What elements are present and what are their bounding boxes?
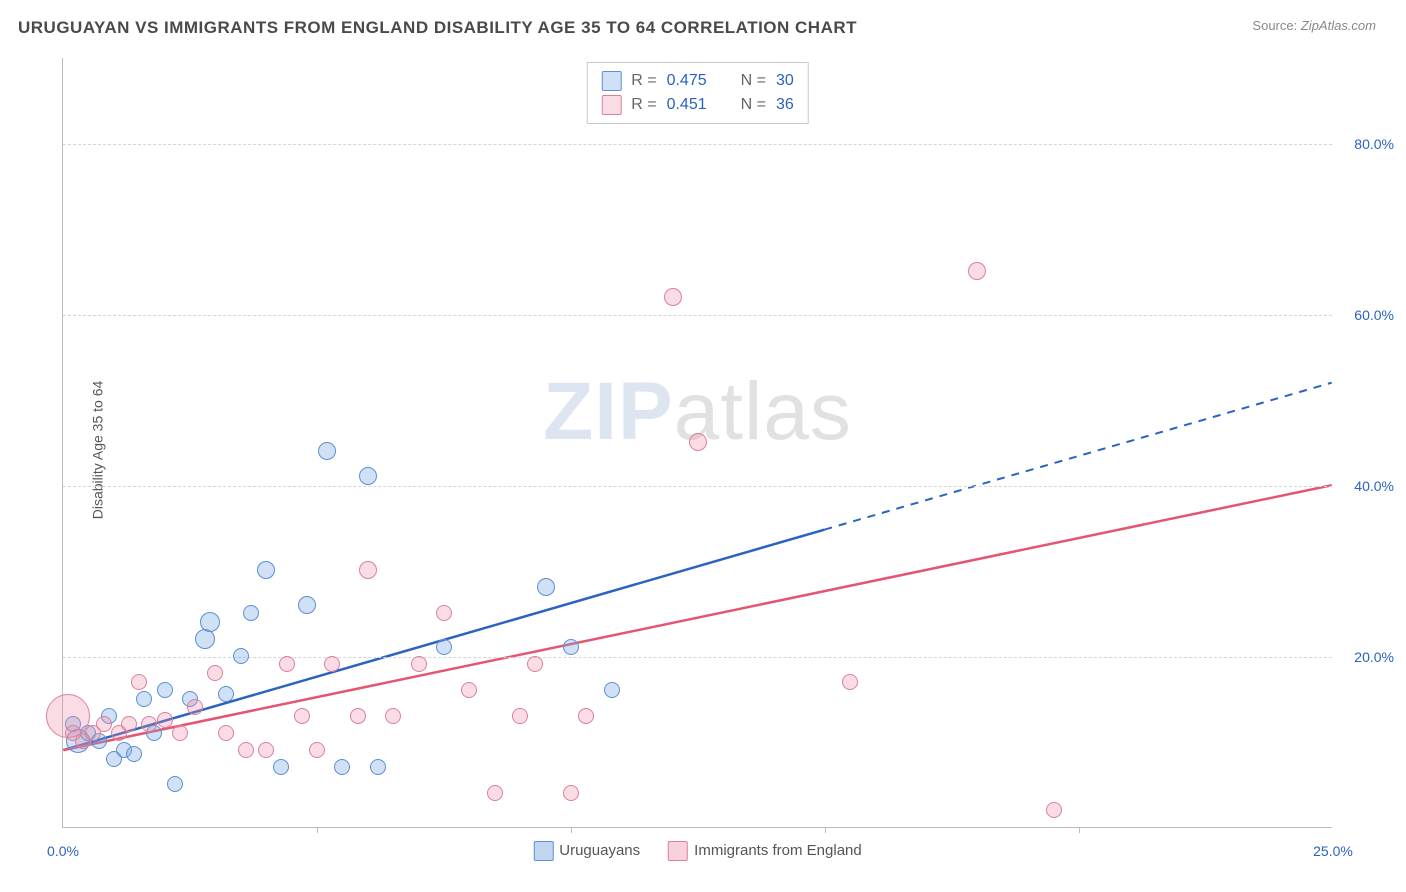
data-point [233,648,249,664]
legend-r-value: 0.451 [667,96,707,114]
data-point [487,785,503,801]
legend-series-item: Uruguayans [533,841,640,861]
y-tick-label: 80.0% [1354,136,1394,152]
legend-swatch [601,95,621,115]
grid-line [63,144,1332,145]
chart-title: URUGUAYAN VS IMMIGRANTS FROM ENGLAND DIS… [18,18,857,38]
data-point [195,629,215,649]
data-point [157,712,173,728]
source-value: ZipAtlas.com [1301,18,1376,33]
data-point [842,674,858,690]
data-point [578,708,594,724]
data-point [187,699,203,715]
data-point [157,682,173,698]
legend-n-label: N = [741,96,766,114]
data-point [121,716,137,732]
data-point [258,742,274,758]
data-point [563,639,579,655]
legend-swatch [601,71,621,91]
legend-swatch [533,841,553,861]
data-point [411,656,427,672]
x-tick [571,827,572,833]
data-point [334,759,350,775]
data-point [527,656,543,672]
legend-n-label: N = [741,72,766,90]
data-point [689,433,707,451]
data-point [461,682,477,698]
legend-swatch [668,841,688,861]
header: URUGUAYAN VS IMMIGRANTS FROM ENGLAND DIS… [0,0,1406,38]
data-point [172,725,188,741]
data-point [604,682,620,698]
data-point [294,708,310,724]
data-point [126,746,142,762]
legend-r-label: R = [631,96,656,114]
y-tick-label: 40.0% [1354,478,1394,494]
legend-stats: R = 0.475 N = 30 R = 0.451 N = 36 [586,62,809,124]
data-point [243,605,259,621]
data-point [218,725,234,741]
chart-container: Disability Age 35 to 64 ZIPatlas R =0.47… [50,50,1390,850]
x-tick-label: 0.0% [47,843,79,859]
data-point [359,561,377,579]
data-point [273,759,289,775]
data-point [279,656,295,672]
data-point [370,759,386,775]
legend-series: Uruguayans Immigrants from England [533,841,861,861]
data-point [96,716,112,732]
legend-series-item: Immigrants from England [668,841,862,861]
data-point [385,708,401,724]
legend-stats-row: R = 0.475 N = 30 [601,69,794,93]
x-tick [1079,827,1080,833]
data-point [238,742,254,758]
legend-r-value: 0.475 [667,72,707,90]
legend-series-label: Immigrants from England [694,842,862,859]
data-point [136,691,152,707]
data-point [968,262,986,280]
legend-n-value: 36 [776,96,794,114]
data-point [131,674,147,690]
data-point [207,665,223,681]
legend-n-value: 30 [776,72,794,90]
watermark-zip: ZIP [543,366,674,457]
x-tick [317,827,318,833]
data-point [436,639,452,655]
legend-r-label: R = [631,72,656,90]
grid-line [63,315,1332,316]
x-tick-label: 25.0% [1313,843,1353,859]
data-point [309,742,325,758]
data-point [141,716,157,732]
data-point [1046,802,1062,818]
data-point [324,656,340,672]
y-tick-label: 20.0% [1354,649,1394,665]
data-point [318,442,336,460]
data-point [298,596,316,614]
source-attribution: Source: ZipAtlas.com [1252,18,1376,33]
data-point [664,288,682,306]
grid-line [63,657,1332,658]
data-point [512,708,528,724]
data-point [257,561,275,579]
data-point [563,785,579,801]
data-point [167,776,183,792]
source-label: Source: [1252,18,1297,33]
y-tick-label: 60.0% [1354,307,1394,323]
x-tick [825,827,826,833]
data-point [218,686,234,702]
data-point [350,708,366,724]
plot-area: ZIPatlas R =0.475N =30R =0.451N =36 Urug… [62,58,1332,828]
data-point [200,612,220,632]
data-point [359,467,377,485]
legend-stats-row: R = 0.451 N = 36 [601,93,794,117]
data-point [436,605,452,621]
data-point [537,578,555,596]
legend-series-label: Uruguayans [559,842,640,859]
grid-line [63,486,1332,487]
